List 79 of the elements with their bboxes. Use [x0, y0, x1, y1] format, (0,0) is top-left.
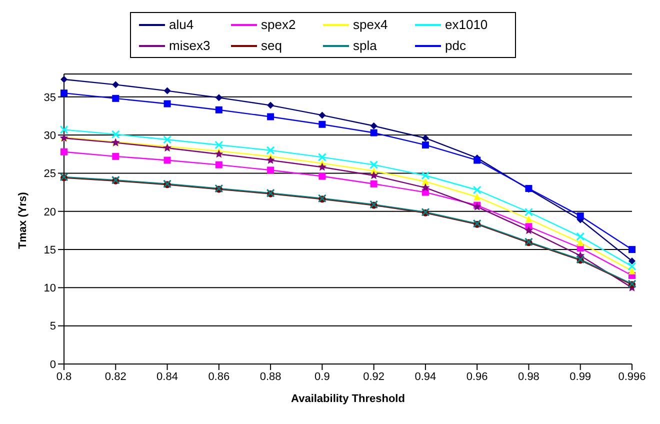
point [215, 94, 222, 102]
point [421, 171, 430, 180]
point [267, 166, 274, 174]
legend-label: misex3 [169, 38, 210, 53]
x-tick-label: 0.8 [56, 370, 72, 383]
legend-label: seq [261, 38, 282, 53]
point [164, 156, 171, 164]
legend-label: spex2 [261, 17, 296, 32]
legend-label: spla [353, 38, 377, 53]
legend-label: spex4 [353, 17, 388, 32]
point [524, 208, 533, 216]
point [370, 129, 378, 136]
point [318, 152, 326, 162]
point [112, 94, 120, 102]
point [266, 146, 275, 155]
point [318, 112, 326, 119]
y-tick-label: 10 [44, 282, 56, 295]
y-tick-label: 0 [50, 358, 56, 371]
point [164, 87, 171, 94]
point [112, 81, 120, 88]
x-tick-label: 0.98 [518, 370, 540, 383]
point [576, 239, 584, 246]
point [60, 148, 68, 156]
point [422, 141, 429, 148]
x-tick-label: 0.88 [260, 370, 282, 383]
y-tick-label: 5 [50, 320, 56, 333]
point [214, 150, 224, 158]
legend-label: alu4 [169, 17, 194, 32]
point [60, 76, 68, 83]
y-tick-label: 35 [44, 92, 56, 104]
point [267, 113, 274, 120]
point [370, 122, 378, 130]
point [318, 120, 326, 128]
point [474, 156, 481, 164]
point [421, 183, 430, 192]
y-tick-label: 15 [44, 244, 56, 256]
point [318, 172, 326, 180]
point [525, 216, 532, 222]
point [422, 178, 429, 186]
x-tick-label: 0.94 [414, 370, 436, 383]
point [524, 226, 534, 234]
legend-label: ex1010 [445, 17, 488, 32]
y-tick-label: 25 [44, 168, 56, 180]
point [576, 212, 584, 220]
y-axis-title: Tmax (Yrs) [16, 192, 29, 249]
point [370, 160, 378, 170]
point [628, 262, 636, 271]
point [214, 140, 224, 150]
y-tick-label: 20 [44, 206, 56, 218]
point [215, 161, 222, 168]
point [576, 232, 585, 241]
point [474, 193, 481, 200]
point [628, 246, 636, 254]
point [215, 106, 222, 114]
y-tick-label: 30 [44, 130, 56, 142]
x-tick-label: 0.96 [466, 370, 488, 383]
point [370, 171, 378, 180]
x-tick-label: 0.9 [314, 370, 330, 383]
point [164, 100, 171, 108]
point [318, 162, 326, 171]
x-tick-label: 0.82 [104, 370, 126, 383]
x-tick-label: 0.84 [156, 370, 178, 383]
point [111, 130, 120, 139]
point [628, 267, 636, 274]
x-tick-label: 0.99 [570, 370, 592, 383]
point [112, 152, 120, 160]
point [163, 135, 172, 144]
x-tick-label: 0.996 [618, 370, 646, 383]
point [370, 180, 378, 188]
legend-label: pdc [445, 38, 466, 53]
point [267, 102, 274, 109]
point [628, 257, 636, 264]
point [60, 90, 68, 97]
x-tick-label: 0.86 [208, 370, 230, 383]
x-tick-label: 0.92 [363, 370, 385, 383]
point [266, 156, 275, 164]
x-axis-title: Availability Threshold [291, 393, 405, 405]
point [472, 186, 482, 194]
point [422, 134, 429, 142]
